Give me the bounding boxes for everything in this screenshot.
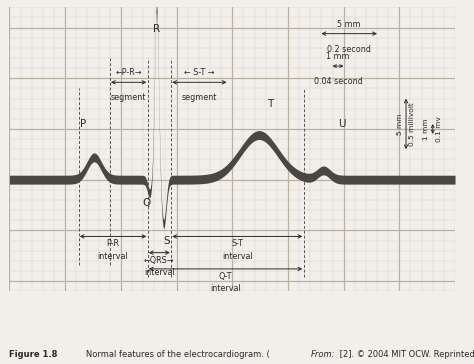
Text: P-R: P-R (107, 240, 119, 249)
Text: Figure 1.8: Figure 1.8 (9, 349, 58, 359)
Text: ← S-T →: ← S-T → (184, 68, 215, 77)
Text: P: P (80, 119, 86, 129)
Text: ←P-R→: ←P-R→ (115, 68, 142, 77)
Text: 5 mm: 5 mm (337, 20, 361, 29)
Text: 5 mm: 5 mm (397, 113, 403, 135)
Text: 0.1 mv: 0.1 mv (436, 116, 442, 142)
Text: 0.04 second: 0.04 second (314, 77, 363, 86)
Text: 1 mm: 1 mm (326, 52, 350, 61)
Text: S: S (163, 237, 170, 246)
Text: R: R (153, 24, 160, 33)
Text: Q-T: Q-T (219, 272, 232, 281)
Text: segment: segment (182, 94, 217, 103)
Text: segment: segment (111, 94, 146, 103)
Text: Normal features of the electrocardiogram. (: Normal features of the electrocardiogram… (78, 349, 270, 359)
Text: interval: interval (144, 268, 175, 277)
Text: interval: interval (210, 284, 241, 293)
Text: 0.2 second: 0.2 second (327, 45, 371, 54)
Text: interval: interval (222, 252, 253, 261)
Text: [2]. © 2004 MIT OCW. Reprinted: [2]. © 2004 MIT OCW. Reprinted (337, 349, 474, 359)
Text: 0.5 millivolt: 0.5 millivolt (410, 102, 415, 146)
Text: U: U (337, 119, 345, 129)
Text: interval: interval (98, 252, 128, 261)
Text: 1 mm: 1 mm (423, 118, 429, 140)
Text: T: T (267, 99, 273, 109)
Text: S-T: S-T (231, 240, 243, 249)
Text: Q: Q (142, 198, 151, 208)
Text: From:: From: (310, 349, 335, 359)
Text: ←QRS→: ←QRS→ (144, 256, 174, 265)
